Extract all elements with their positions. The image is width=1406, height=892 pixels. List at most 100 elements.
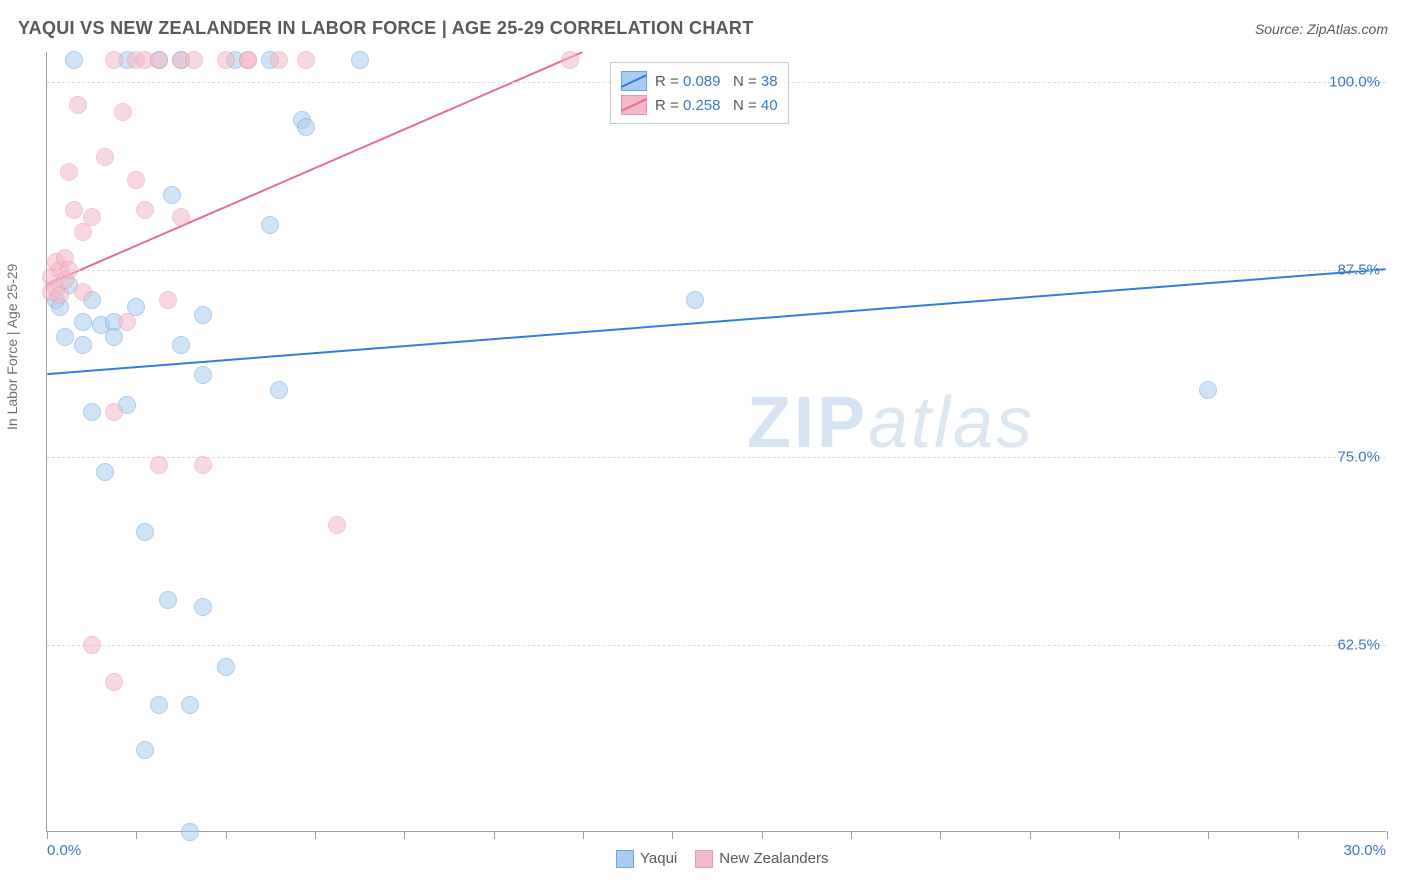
data-point [136,523,154,541]
data-point [163,186,181,204]
data-point [65,201,83,219]
legend-row: R = 0.258 N = 40 [621,93,778,117]
data-point [150,696,168,714]
x-end-label: 30.0% [1343,842,1386,859]
data-point [96,463,114,481]
data-point [69,96,87,114]
data-point [105,328,123,346]
y-tick-label: 87.5% [1337,261,1380,278]
legend-swatch [695,850,713,868]
data-point [194,306,212,324]
x-tick [851,831,852,839]
legend-stats: R = 0.089 N = 38 [655,73,778,90]
legend-swatch [621,71,647,91]
legend-swatch [616,850,634,868]
data-point [105,403,123,421]
data-point [270,381,288,399]
data-point [328,516,346,534]
data-point [74,336,92,354]
data-point [83,403,101,421]
x-tick [762,831,763,839]
data-point [297,118,315,136]
x-tick [672,831,673,839]
y-tick-label: 100.0% [1329,74,1380,91]
data-point [65,51,83,69]
legend-label: New Zealanders [719,850,828,867]
data-point [136,741,154,759]
data-point [150,51,168,69]
regression-lines [47,52,1386,831]
legend-item: Yaqui [616,850,677,868]
y-tick-label: 62.5% [1337,636,1380,653]
data-point [136,201,154,219]
regression-line [47,269,1385,374]
data-point [194,456,212,474]
data-point [114,103,132,121]
x-start-label: 0.0% [47,842,81,859]
data-point [83,636,101,654]
legend-series: Yaqui New Zealanders [616,850,828,868]
header-row: YAQUI VS NEW ZEALANDER IN LABOR FORCE | … [18,18,1388,39]
data-point [561,51,579,69]
data-point [217,51,235,69]
legend-swatch [621,95,647,115]
data-point [150,456,168,474]
data-point [60,163,78,181]
x-tick [1387,831,1388,839]
data-point [118,313,136,331]
regression-line [47,52,582,284]
x-tick [136,831,137,839]
gridline [47,645,1386,646]
data-point [172,336,190,354]
plot-area: ZIPatlas 62.5%75.0%87.5%100.0%0.0%30.0% [46,52,1386,832]
data-point [239,51,257,69]
data-point [217,658,235,676]
data-point [56,328,74,346]
data-point [127,171,145,189]
x-tick [1298,831,1299,839]
watermark-atlas: atlas [868,383,1035,463]
gridline [47,457,1386,458]
x-tick [583,831,584,839]
legend-row: R = 0.089 N = 38 [621,69,778,93]
legend-stats: R = 0.258 N = 40 [655,97,778,114]
legend-label: Yaqui [640,850,677,867]
data-point [96,148,114,166]
data-point [686,291,704,309]
chart-title: YAQUI VS NEW ZEALANDER IN LABOR FORCE | … [18,18,754,39]
data-point [270,51,288,69]
x-tick [1119,831,1120,839]
x-tick [315,831,316,839]
data-point [351,51,369,69]
data-point [159,291,177,309]
x-tick [494,831,495,839]
data-point [194,366,212,384]
data-point [83,208,101,226]
legend-correlation: R = 0.089 N = 38 R = 0.258 N = 40 [610,62,789,124]
x-tick [47,831,48,839]
data-point [105,51,123,69]
data-point [194,598,212,616]
x-tick [404,831,405,839]
data-point [297,51,315,69]
x-tick [226,831,227,839]
data-point [185,51,203,69]
data-point [181,823,199,841]
data-point [105,673,123,691]
watermark: ZIPatlas [747,382,1035,464]
x-tick [940,831,941,839]
watermark-zip: ZIP [747,383,868,463]
data-point [1199,381,1217,399]
data-point [261,216,279,234]
source-label: Source: ZipAtlas.com [1255,21,1388,37]
data-point [159,591,177,609]
gridline [47,270,1386,271]
y-tick-label: 75.0% [1337,449,1380,466]
y-axis-label: In Labor Force | Age 25-29 [4,264,20,430]
legend-item: New Zealanders [695,850,828,868]
data-point [74,283,92,301]
data-point [60,261,78,279]
x-tick [1208,831,1209,839]
data-point [74,313,92,331]
x-tick [1030,831,1031,839]
